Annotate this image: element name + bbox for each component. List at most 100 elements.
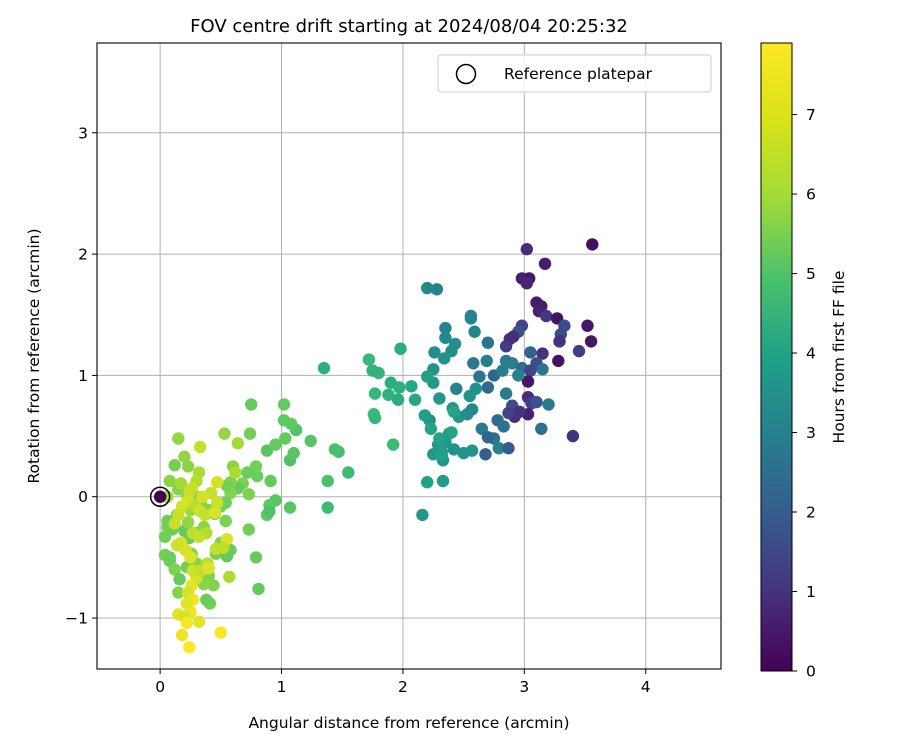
data-point	[223, 570, 236, 583]
chart-title: FOV centre drift starting at 2024/08/04 …	[190, 16, 628, 37]
data-point	[328, 443, 342, 456]
data-point	[242, 488, 255, 501]
data-point	[168, 517, 181, 530]
data-point	[439, 331, 452, 344]
x-axis-label: Angular distance from reference (arcmin)	[248, 714, 569, 732]
data-point	[502, 442, 515, 455]
data-point	[540, 309, 553, 323]
data-point	[408, 393, 422, 406]
data-point	[521, 375, 535, 388]
data-point	[251, 469, 264, 483]
data-point	[217, 541, 230, 554]
data-point	[252, 582, 265, 596]
colorbar-gradient	[760, 42, 793, 672]
data-point	[421, 476, 434, 489]
data-point	[172, 432, 185, 445]
x-tick-label: 1	[277, 678, 287, 696]
data-point	[317, 361, 331, 375]
data-point	[168, 459, 181, 472]
y-axis-ticks: −1 0 1 2 3	[65, 124, 97, 628]
data-point	[304, 434, 317, 448]
data-point	[473, 370, 486, 383]
colorbar-ticks: 0 1 2 3 4 5 6 7	[792, 106, 816, 681]
data-point	[277, 398, 291, 411]
data-point	[241, 466, 254, 479]
data-point	[433, 392, 446, 405]
data-point	[433, 432, 446, 445]
data-point	[481, 381, 495, 394]
data-point	[342, 466, 355, 479]
data-point	[173, 573, 186, 586]
data-point	[481, 431, 495, 444]
data-point	[584, 335, 598, 348]
data-point	[520, 277, 533, 290]
data-point	[362, 353, 376, 366]
data-point	[181, 460, 195, 473]
data-point	[208, 506, 221, 519]
data-point	[269, 438, 282, 451]
data-point	[468, 325, 481, 338]
data-point	[391, 393, 405, 406]
colorbar: 0 1 2 3 4 5 6 7 Hours from first FF file	[760, 42, 848, 681]
data-point	[463, 389, 476, 403]
data-point	[416, 508, 429, 522]
data-point	[405, 380, 418, 393]
reference-marker-ring	[149, 486, 171, 507]
data-point	[384, 376, 397, 389]
data-point	[368, 411, 382, 425]
data-point	[542, 398, 555, 411]
data-point	[572, 344, 586, 358]
colorbar-tick-label: 3	[806, 424, 816, 442]
data-point	[321, 501, 334, 514]
grid-lines	[97, 43, 721, 669]
y-axis-label: Rotation from reference (arcmin)	[25, 228, 43, 483]
data-point	[200, 593, 213, 606]
data-point	[439, 321, 452, 335]
data-point	[277, 414, 291, 427]
data-point	[524, 346, 537, 359]
data-point	[513, 405, 526, 418]
data-point	[496, 364, 509, 377]
data-point	[264, 474, 277, 488]
data-point	[207, 579, 220, 592]
x-axis-ticks: 0 1 2 3 4	[155, 669, 651, 696]
data-point	[202, 562, 215, 575]
data-point	[368, 387, 382, 400]
reference-point	[153, 490, 167, 503]
data-point	[211, 476, 224, 489]
data-point	[447, 405, 461, 418]
data-point	[479, 448, 492, 461]
data-point	[219, 514, 232, 528]
data-point	[180, 616, 193, 630]
data-point	[492, 442, 505, 455]
data-point	[194, 440, 207, 454]
data-point	[499, 387, 513, 400]
data-point	[536, 363, 549, 376]
data-point	[497, 420, 510, 433]
legend-box	[437, 54, 712, 93]
data-points	[149, 238, 599, 654]
data-point	[243, 427, 257, 440]
data-point	[184, 551, 197, 564]
y-tick-label: −1	[65, 610, 88, 628]
data-point	[435, 449, 448, 462]
data-point	[245, 398, 258, 411]
data-point	[436, 474, 450, 488]
data-point	[178, 450, 191, 463]
data-point	[183, 641, 196, 654]
colorbar-tick-label: 6	[806, 186, 816, 204]
data-point	[430, 283, 444, 296]
data-point	[163, 474, 176, 488]
data-point	[524, 364, 537, 377]
data-point	[220, 479, 234, 492]
data-point	[192, 530, 206, 543]
data-point	[467, 357, 480, 370]
data-point	[158, 530, 172, 543]
data-point	[196, 490, 209, 503]
data-point	[263, 505, 276, 518]
data-point	[520, 243, 533, 256]
data-point	[421, 281, 434, 295]
data-point	[218, 427, 231, 440]
data-point	[172, 586, 185, 599]
